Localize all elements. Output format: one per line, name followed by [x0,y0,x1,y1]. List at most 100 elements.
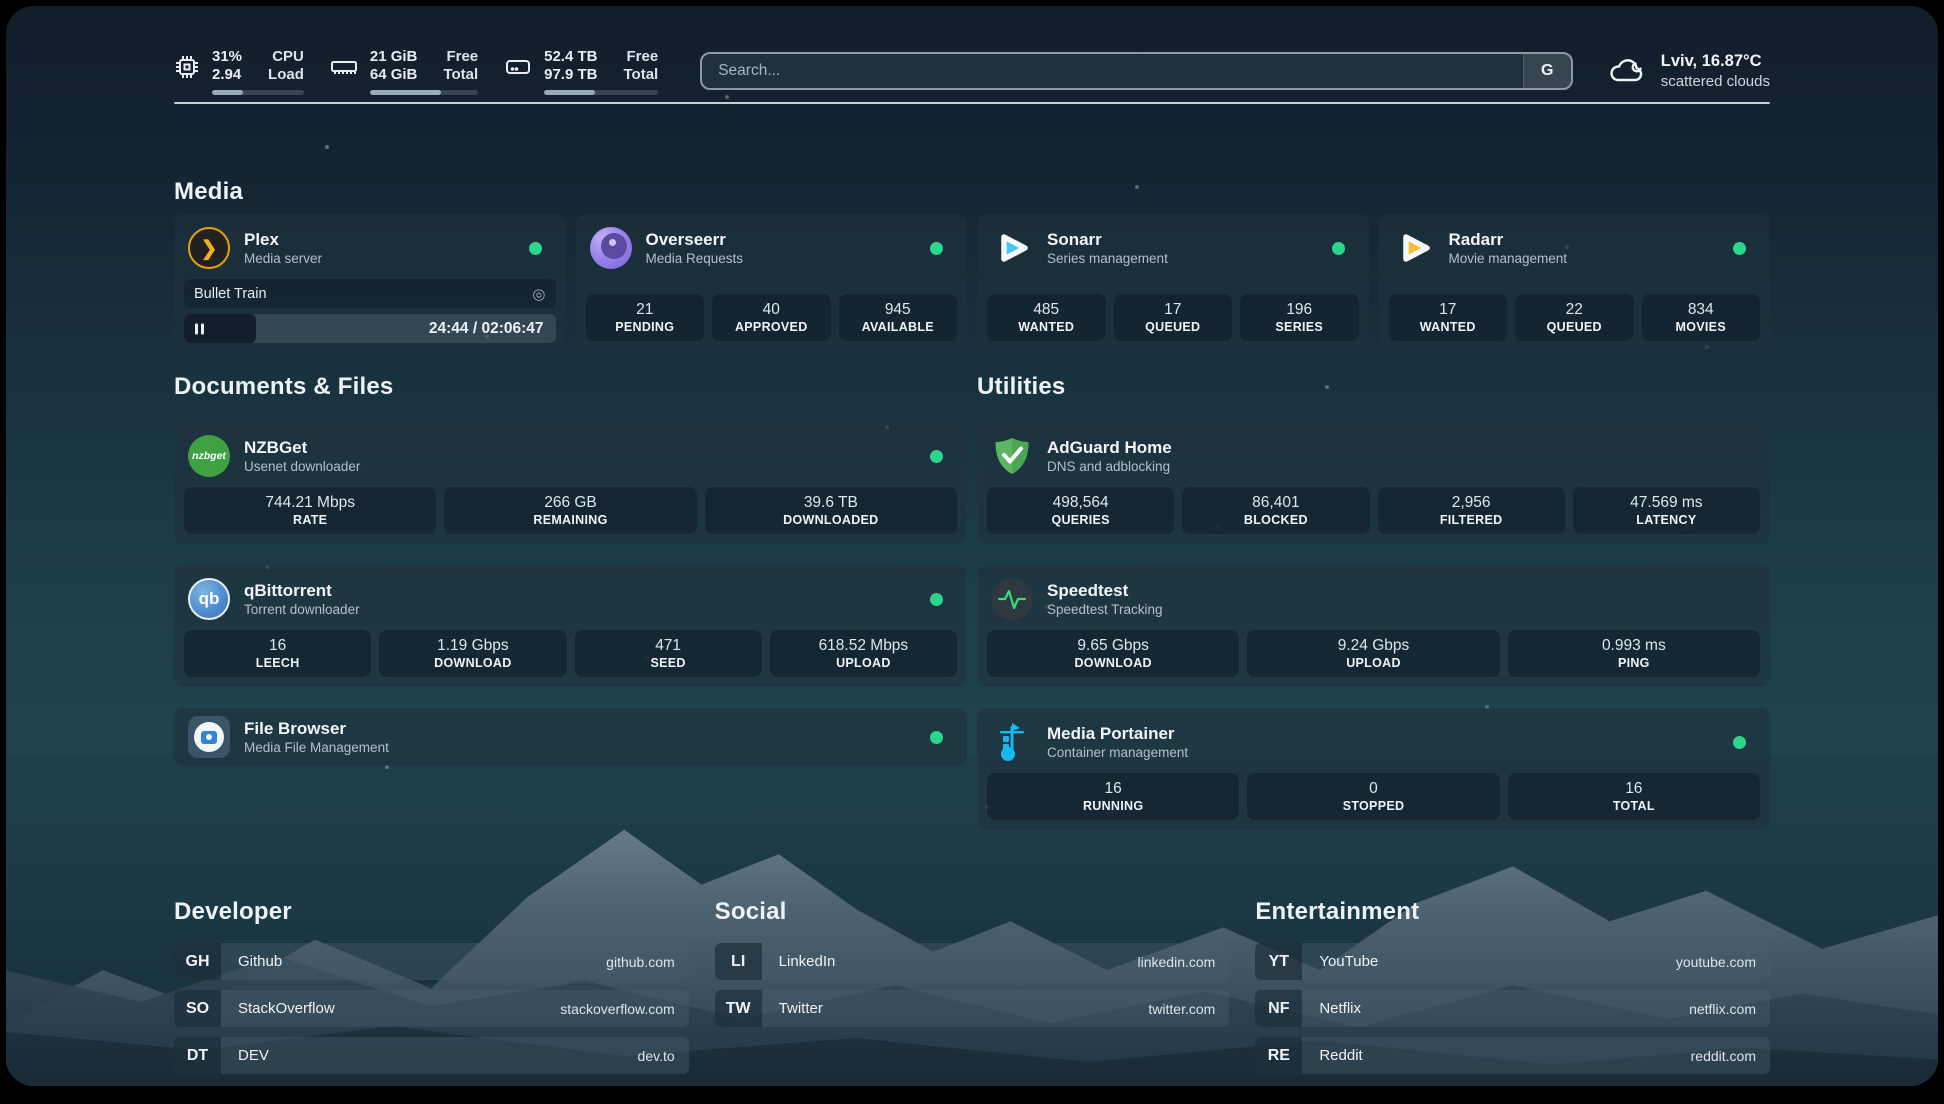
now-playing-title: Bullet Train [194,285,267,302]
link-abbr: DT [174,1037,221,1074]
card-sonarr[interactable]: Sonarr Series management 485 WANTED 17 QUE… [977,214,1369,351]
stat-queued: 22 QUEUED [1515,294,1634,341]
stat-upload: 9.24 Gbps UPLOAD [1247,630,1500,677]
card-overseerr[interactable]: Overseerr Media Requests 21 PENDING 40 APP… [575,214,967,351]
session-thumbnail-icon: ◎ [532,285,546,303]
link-name: Reddit [1319,1047,1363,1064]
card-subtitle: Usenet downloader [244,459,361,474]
stat-available: 945 AVAILABLE [838,294,957,341]
radarr-logo-icon [1393,227,1435,269]
section-documents: Documents & Files nzbget NZBGet Usenet d… [174,373,967,830]
weather-condition: scattered clouds [1660,73,1770,90]
link-linkedin[interactable]: LI LinkedIn linkedin.com [714,943,1230,980]
ram-widget: 21 GiB 64 GiB Free Total [330,47,479,95]
link-name: DEV [238,1047,269,1064]
stat-wanted: 485 WANTED [987,294,1106,341]
card-subtitle: Series management [1047,251,1168,266]
stat-download: 9.65 Gbps DOWNLOAD [987,630,1240,677]
link-abbr: LI [714,943,762,980]
ram-progress-track [369,89,479,95]
stat-pending: 21 PENDING [585,294,704,341]
section-utilities: Utilities Ad [977,373,1770,830]
playback-progress-bar[interactable]: 24:44 / 02:06:47 [184,314,556,343]
stat-wanted: 17 WANTED [1388,294,1507,341]
card-filebrowser[interactable]: File Browser Media File Management [174,708,967,766]
link-url: dev.to [637,1047,675,1064]
card-title: NZBGet [244,438,308,457]
stat-rate: 744.21 Mbps RATE [184,487,437,534]
stat-queued: 17 QUEUED [1113,294,1232,341]
link-dev[interactable]: DT DEV dev.to [174,1037,689,1074]
card-speedtest[interactable]: Speedtest Speedtest Tracking 9.65 Gbps DO… [977,565,1770,687]
ram-free-label: Free [446,47,479,65]
cpu-usage-value: 31% [212,47,243,65]
card-title: Plex [244,230,279,249]
card-title: Overseerr [645,230,726,249]
disk-total-label: Total [623,65,659,83]
disk-widget: 52.4 TB 97.9 TB Free Total [504,47,659,95]
disk-progress-track [544,89,659,95]
ram-free-value: 21 GiB [369,47,418,65]
link-stackoverflow[interactable]: SO StackOverflow stackoverflow.com [174,990,689,1027]
section-title-documents: Documents & Files [174,373,394,400]
link-netflix[interactable]: NF Netflix netflix.com [1255,990,1770,1027]
weather-location: Lviv, 16.87°C [1660,52,1762,70]
link-github[interactable]: GH Github github.com [174,943,689,980]
card-radarr[interactable]: Radarr Movie management 17 WANTED 22 QUEUE… [1378,214,1770,351]
section-title-entertainment: Entertainment [1255,898,1420,925]
search-bar[interactable]: G [700,52,1573,90]
card-nzbget[interactable]: nzbget NZBGet Usenet downloader 744.21 M… [174,422,967,544]
link-name: Netflix [1319,1000,1362,1017]
topbar-divider [174,102,1770,104]
stat-stopped: 0 STOPPED [1247,773,1500,820]
card-plex[interactable]: ❯ Plex Media server Bullet Train ◎ [174,214,566,351]
disk-free-label: Free [626,47,659,65]
ram-progress-fill [369,89,442,95]
stat-running: 16 RUNNING [987,773,1240,820]
filebrowser-logo-icon [188,716,230,758]
card-adguard[interactable]: AdGuard Home DNS and adblocking 498,564 Q… [977,422,1770,544]
link-youtube[interactable]: YT YouTube youtube.com [1255,943,1770,980]
stat-downloaded: 39.6 TB DOWNLOADED [704,487,957,534]
cloud-icon [1607,53,1647,90]
dashboard-background: 31% 2.94 CPU Load [6,6,1938,1086]
section-title-utilities: Utilities [977,373,1066,400]
ram-icon [330,48,358,85]
link-name: StackOverflow [238,1000,335,1017]
overseerr-logo-icon [589,227,632,269]
stat-download: 1.19 Gbps DOWNLOAD [379,630,567,677]
cpu-load-value: 2.94 [212,65,242,83]
speedtest-logo-icon [991,578,1033,620]
section-title-media: Media [174,178,244,205]
card-title: Sonarr [1047,230,1102,249]
pause-icon[interactable] [195,323,204,334]
stat-remaining: 266 GB REMAINING [444,487,697,534]
stat-total: 16 TOTAL [1507,773,1760,820]
link-reddit[interactable]: RE Reddit reddit.com [1255,1037,1770,1074]
status-online-dot [1733,735,1746,749]
link-twitter[interactable]: TW Twitter twitter.com [714,990,1230,1027]
search-engine-button[interactable]: G [1522,54,1571,88]
link-name: LinkedIn [778,953,836,970]
cpu-progress-track [212,89,304,95]
stat-movies: 834 MOVIES [1641,294,1760,341]
card-portainer[interactable]: Media Portainer Container management 16 R… [977,708,1770,830]
link-abbr: GH [174,943,221,980]
disk-free-value: 52.4 TB [544,47,598,65]
qbittorrent-logo-icon: qb [188,578,230,620]
status-online-dot [930,592,943,606]
disk-progress-fill [544,89,596,95]
card-title: Speedtest [1047,581,1129,600]
stat-series: 196 SERIES [1240,294,1359,341]
stat-filtered: 2,956 FILTERED [1377,487,1565,534]
status-online-dot [1331,241,1345,255]
cpu-progress-fill [212,89,244,95]
search-input[interactable] [702,54,1523,88]
card-qbittorrent[interactable]: qb qBittorrent Torrent downloader 16 LEEC… [174,565,967,687]
section-developer: Developer GH Github github.com SO StackO… [174,898,689,1074]
cpu-load-label: Load [268,65,304,83]
link-url: github.com [606,953,675,970]
status-online-dot [930,449,943,463]
cpu-label: CPU [272,47,304,65]
